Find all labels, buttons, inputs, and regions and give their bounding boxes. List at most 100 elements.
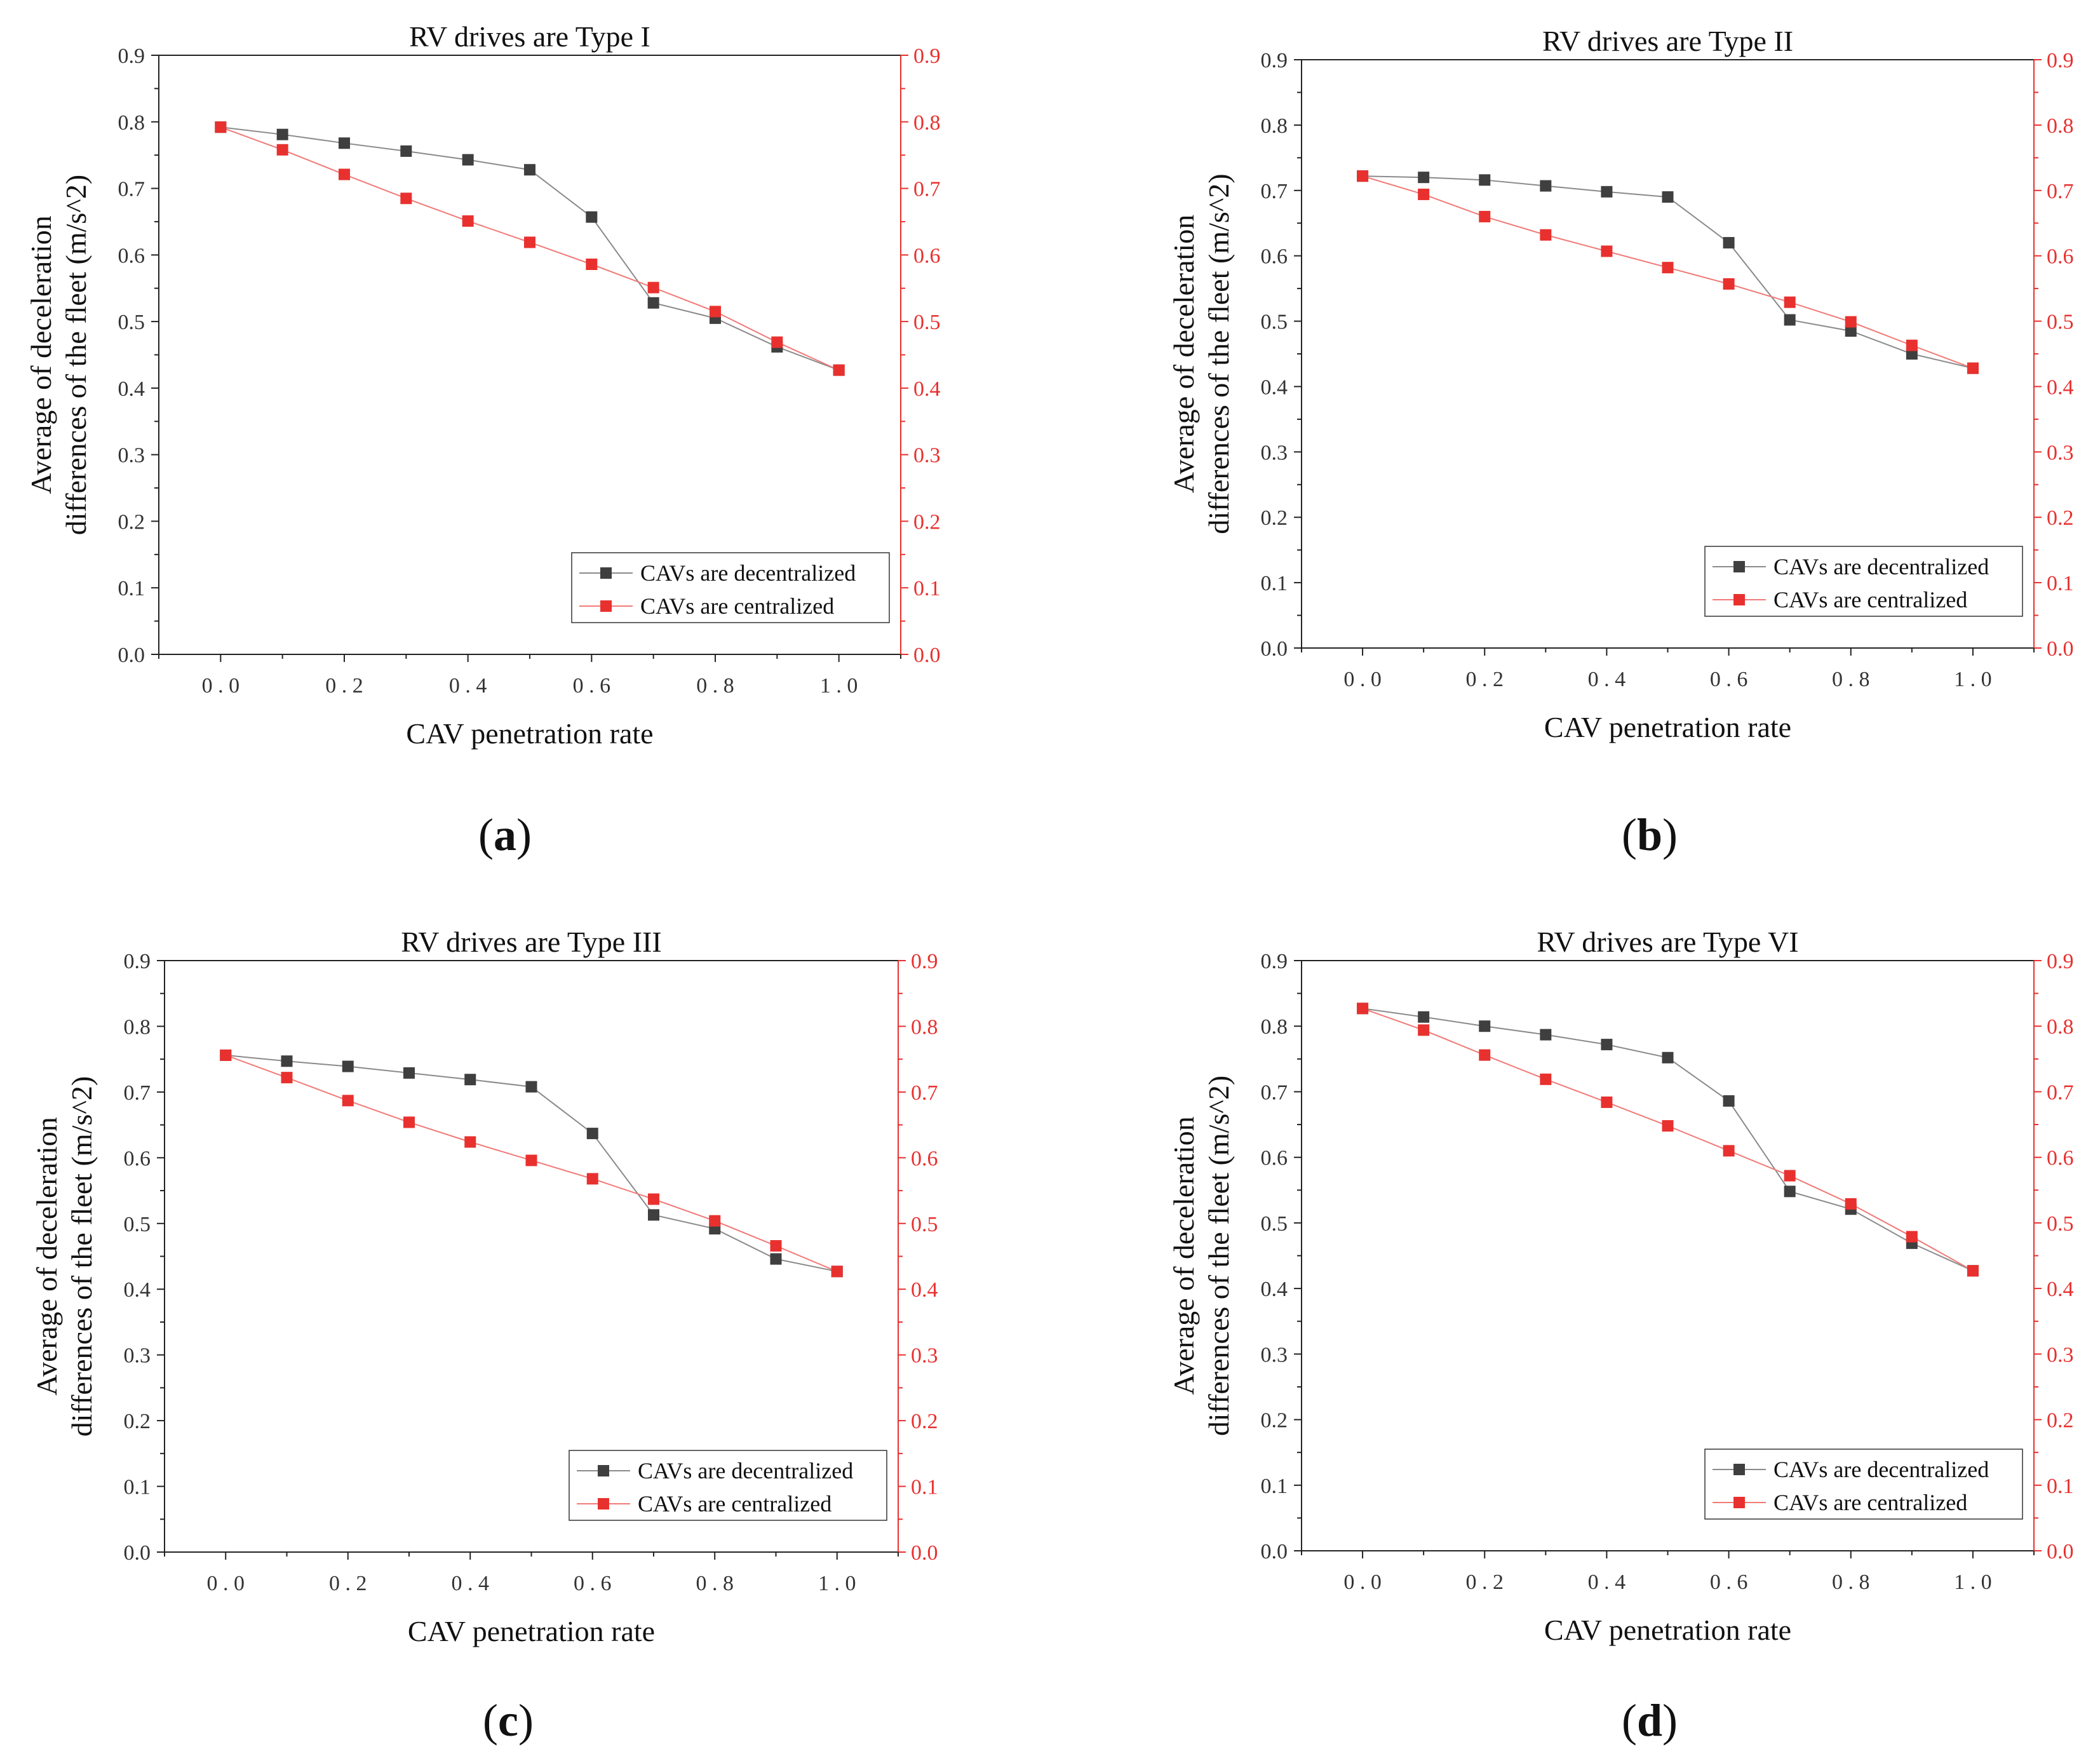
x-tick-label: 0 . 2: [1466, 668, 1504, 691]
y2-tick-label: 0.6: [913, 244, 941, 267]
y-tick-label: 0.5: [1261, 1212, 1288, 1236]
data-point-centralized: [586, 259, 598, 271]
data-point-centralized: [1601, 1096, 1613, 1108]
y-tick-label: 0.7: [1261, 180, 1288, 203]
y-tick-label: 0.8: [124, 1015, 151, 1039]
data-point-decentralized: [1479, 1020, 1491, 1032]
data-point-centralized: [648, 1193, 659, 1205]
data-point-centralized: [1662, 1120, 1674, 1132]
y-tick-label: 0.1: [1261, 1475, 1288, 1498]
series-centralized: [215, 121, 845, 376]
y-tick-label: 0.8: [118, 111, 145, 135]
y-tick-label: 0.4: [118, 377, 145, 401]
data-point-centralized: [771, 336, 783, 348]
y-tick-label: 0.7: [1261, 1081, 1288, 1104]
data-point-centralized: [709, 1215, 721, 1227]
data-point-centralized: [1906, 339, 1918, 351]
y-tick-label: 0.7: [124, 1081, 151, 1105]
y2-tick-label: 0.4: [911, 1278, 938, 1302]
y-axis-label-line1: Average of deceleration: [25, 215, 57, 494]
x-tick-label: 0 . 8: [696, 1572, 734, 1595]
data-point-centralized: [464, 1136, 476, 1148]
data-point-decentralized: [1662, 191, 1674, 203]
y2-tick-label: 0.8: [2047, 114, 2074, 138]
y-tick-label: 0.1: [124, 1476, 151, 1499]
data-point-centralized: [1662, 262, 1674, 274]
y-tick-label: 0.7: [118, 178, 145, 201]
y-tick-label: 0.4: [124, 1278, 151, 1302]
data-point-centralized: [1967, 362, 1979, 374]
legend-swatch-marker: [600, 600, 612, 612]
y-tick-label: 0.9: [118, 44, 145, 68]
data-point-centralized: [215, 121, 227, 133]
data-point-decentralized: [586, 1128, 598, 1140]
x-axis-label: CAV penetration rate: [406, 717, 653, 750]
x-tick-label: 0 . 6: [574, 1572, 612, 1595]
data-point-centralized: [276, 144, 288, 156]
y2-tick-label: 0.9: [913, 44, 941, 68]
y-tick-label: 0.0: [1261, 637, 1288, 661]
chart-panel-b: RV drives are Type II 0.0 0.0 0.1 0.1 0.2 0.2 0…: [1168, 25, 2074, 860]
data-point-decentralized: [281, 1055, 293, 1067]
chart-title: RV drives are Type III: [401, 926, 661, 958]
data-point-decentralized: [1662, 1051, 1674, 1064]
legend: CAVs are decentralized CAVs are centraliz…: [1704, 1449, 2023, 1520]
data-point-decentralized: [586, 211, 598, 223]
legend-box: [1704, 1449, 2023, 1520]
legend-label: CAVs are centralized: [1774, 587, 1967, 612]
data-point-decentralized: [1723, 1095, 1735, 1107]
x-tick-label: 0 . 0: [1343, 668, 1382, 691]
y2-tick-label: 0.5: [913, 311, 941, 334]
data-point-centralized: [462, 215, 474, 227]
y2-tick-label: 0.7: [911, 1081, 938, 1105]
data-point-centralized: [1540, 229, 1552, 241]
y2-tick-label: 0.1: [913, 577, 941, 600]
data-point-decentralized: [770, 1253, 782, 1265]
x-tick-label: 0 . 6: [573, 674, 611, 698]
y2-tick-label: 0.3: [911, 1344, 938, 1368]
y2-tick-label: 0.8: [913, 111, 941, 135]
legend: CAVs are decentralized CAVs are centraliz…: [569, 1450, 887, 1521]
y2-tick-label: 0.7: [2047, 180, 2074, 203]
y-tick-label: 0.1: [118, 577, 145, 600]
series-centralized: [1357, 1003, 1979, 1277]
panel-caption: (c): [483, 1695, 534, 1746]
data-point-decentralized: [1784, 314, 1796, 326]
y2-tick-label: 0.7: [913, 178, 941, 201]
y-tick-label: 0.3: [118, 444, 145, 468]
y-tick-label: 0.9: [1261, 49, 1288, 72]
data-point-decentralized: [525, 1081, 537, 1093]
legend-swatch-marker: [1733, 1497, 1745, 1508]
y2-tick-label: 0.3: [2047, 441, 2074, 464]
x-tick-label: 0 . 6: [1710, 1570, 1748, 1594]
data-point-centralized: [403, 1116, 415, 1128]
y-tick-label: 0.5: [124, 1213, 151, 1236]
data-point-decentralized: [1723, 237, 1735, 249]
y-tick-label: 0.0: [124, 1541, 151, 1565]
x-tick-label: 0 . 6: [1710, 668, 1748, 691]
x-tick-label: 0 . 4: [452, 1572, 490, 1595]
x-tick-label: 0 . 0: [207, 1572, 245, 1595]
y-axis-label-line2: differences of the fleet (m/s^2): [65, 1076, 98, 1436]
data-point-centralized: [1601, 245, 1613, 257]
legend-swatch-marker: [600, 567, 612, 579]
data-point-centralized: [339, 168, 350, 180]
y-tick-label: 0.6: [118, 244, 145, 267]
y2-tick-label: 0.4: [2047, 375, 2074, 399]
x-tick-label: 1 . 0: [820, 674, 858, 698]
data-point-decentralized: [464, 1074, 476, 1086]
x-tick-label: 1 . 0: [1954, 668, 1992, 691]
y2-tick-label: 0.3: [2047, 1343, 2074, 1367]
data-point-centralized: [586, 1173, 598, 1185]
x-tick-label: 0 . 0: [1343, 1570, 1382, 1594]
data-point-decentralized: [648, 1209, 659, 1221]
y2-tick-label: 0.3: [913, 444, 941, 468]
y2-tick-label: 0.1: [2047, 1475, 2074, 1498]
data-point-decentralized: [1601, 186, 1613, 198]
legend-box: [571, 552, 890, 623]
legend-swatch-marker: [1733, 561, 1745, 572]
y2-tick-label: 0.0: [2047, 1540, 2074, 1564]
y-tick-label: 0.6: [1261, 1147, 1288, 1170]
legend-box: [1704, 546, 2023, 617]
